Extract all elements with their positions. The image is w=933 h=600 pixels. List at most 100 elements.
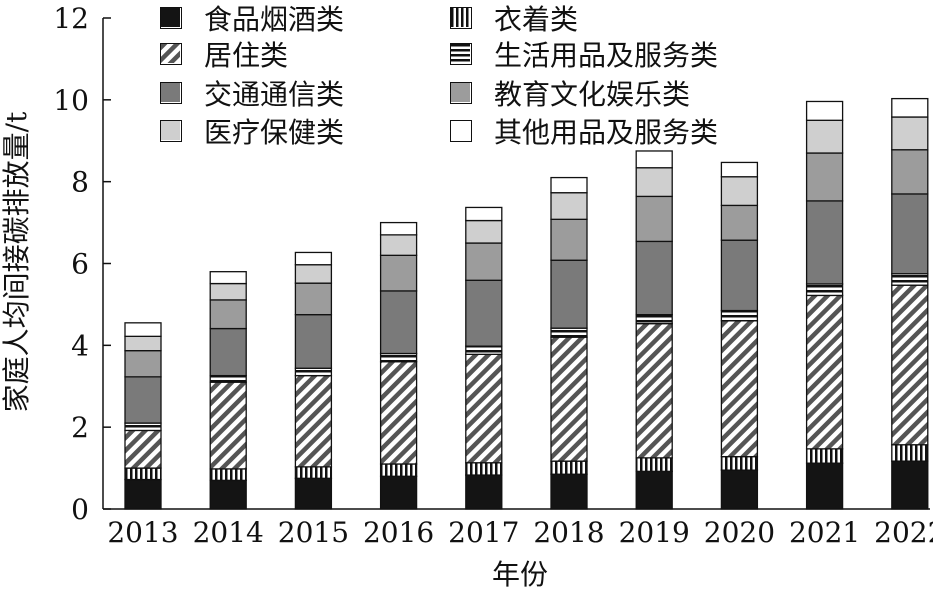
- bar-segment: [635, 322, 673, 459]
- bar-segment: [209, 374, 247, 383]
- legend-swatch: [160, 7, 182, 29]
- legend-swatch: [160, 43, 182, 65]
- bar-segment: [635, 457, 673, 473]
- bar-segment: [635, 240, 673, 316]
- bars: [124, 97, 929, 510]
- bar-segment: [891, 149, 929, 195]
- bar-segment: [635, 167, 673, 198]
- legend-swatch: [450, 120, 472, 142]
- bar-segment: [124, 376, 162, 424]
- y-tick-label: 2: [71, 411, 89, 444]
- bar-segment: [720, 161, 759, 178]
- bar-segment: [379, 221, 418, 236]
- bar-segment: [720, 239, 759, 312]
- bar-segment: [891, 97, 929, 118]
- legend-item: 交通通信类: [160, 75, 344, 111]
- bar-segment: [720, 309, 759, 322]
- bar-segment: [124, 350, 162, 378]
- legend-label: 食品烟酒类: [204, 3, 345, 36]
- x-tick-label: 2013: [107, 516, 178, 549]
- bar-segment: [124, 335, 162, 352]
- bar-segment: [124, 322, 162, 337]
- x-tick-label: 2016: [363, 516, 434, 549]
- bar-segment: [124, 422, 162, 432]
- bar-segment: [635, 470, 673, 510]
- bar-segment: [209, 327, 247, 377]
- bar-segment: [805, 294, 844, 450]
- y-tick-label: 4: [71, 329, 89, 362]
- legend-item: 居住类: [160, 36, 288, 72]
- bar-segment: [891, 193, 929, 275]
- axes: 0 2 4 6 8 10 12 2013 2014 2015 2016 2017 2018 2019 202…: [53, 2, 933, 549]
- bar-segment: [805, 200, 844, 285]
- bar-segment: [209, 282, 247, 301]
- bar-segment: [294, 374, 333, 468]
- bar-segment: [550, 259, 588, 329]
- bar-segment: [209, 468, 247, 482]
- bar-segment: [891, 273, 929, 286]
- bar-segment: [379, 352, 418, 363]
- legend-item: 教育文化娱乐类: [450, 75, 690, 111]
- legend-item: 医疗保健类: [160, 113, 344, 149]
- legend-swatch: [450, 43, 472, 65]
- bar-segment: [465, 219, 503, 244]
- legend-swatch: [450, 82, 472, 104]
- bar-segment: [465, 279, 503, 347]
- bar-segment: [550, 218, 588, 261]
- y-tick-label: 10: [53, 84, 89, 117]
- x-tick-label: 2015: [278, 516, 349, 549]
- bar-segment: [635, 150, 673, 169]
- bar-segment: [209, 479, 247, 510]
- y-tick-label: 0: [71, 493, 89, 526]
- bar-segment: [124, 467, 162, 481]
- bar-segment: [124, 429, 162, 469]
- bar-segment: [720, 455, 759, 471]
- bar-segment: [379, 234, 418, 256]
- y-tick-label: 6: [71, 248, 89, 281]
- x-tick-label: 2019: [619, 516, 690, 549]
- bar-segment: [124, 478, 162, 510]
- bar-segment: [294, 313, 333, 369]
- bar-segment: [209, 299, 247, 330]
- bar-segment: [550, 327, 588, 338]
- x-axis-label: 年份: [492, 558, 548, 591]
- bar-segment: [635, 195, 673, 243]
- axis-labels: 家庭人均间接碳排放量/t 年份: [0, 111, 548, 591]
- x-tick-label: 2022: [874, 516, 933, 549]
- legend-item: 其他用品及服务类: [450, 113, 718, 149]
- x-tick-label: 2021: [789, 516, 860, 549]
- bar-segment: [635, 313, 673, 325]
- bar-segment: [550, 473, 588, 510]
- bar-segment: [550, 336, 588, 462]
- legend-swatch: [450, 7, 472, 29]
- bar-segment: [805, 462, 844, 510]
- bar-segment: [379, 254, 418, 292]
- bar-segment: [805, 448, 844, 464]
- bar-segment: [550, 176, 588, 194]
- bar-segment: [294, 367, 333, 377]
- bar-segment: [891, 444, 929, 462]
- bar-segment: [209, 381, 247, 470]
- bar-segment: [465, 353, 503, 464]
- bar-segment: [465, 345, 503, 355]
- y-tick-label: 8: [71, 166, 89, 199]
- bar-segment: [720, 176, 759, 207]
- bar-segment: [294, 251, 333, 266]
- x-tick-label: 2020: [704, 516, 775, 549]
- legend-label: 交通通信类: [204, 78, 345, 111]
- legend-swatch: [160, 120, 182, 142]
- bar-segment: [465, 206, 503, 222]
- x-tick-label: 2017: [448, 516, 519, 549]
- legend-label: 衣着类: [494, 3, 579, 36]
- legend-swatch: [160, 82, 182, 104]
- bar-segment: [805, 283, 844, 297]
- bar-segment: [805, 152, 844, 202]
- bar-segment: [550, 192, 588, 220]
- bar-segment: [294, 282, 333, 316]
- legend-item: 衣着类: [450, 0, 578, 36]
- bar-segment: [465, 242, 503, 281]
- bar-segment: [294, 477, 333, 510]
- x-tick-label: 2014: [193, 516, 264, 549]
- legend-item: 生活用品及服务类: [450, 36, 718, 72]
